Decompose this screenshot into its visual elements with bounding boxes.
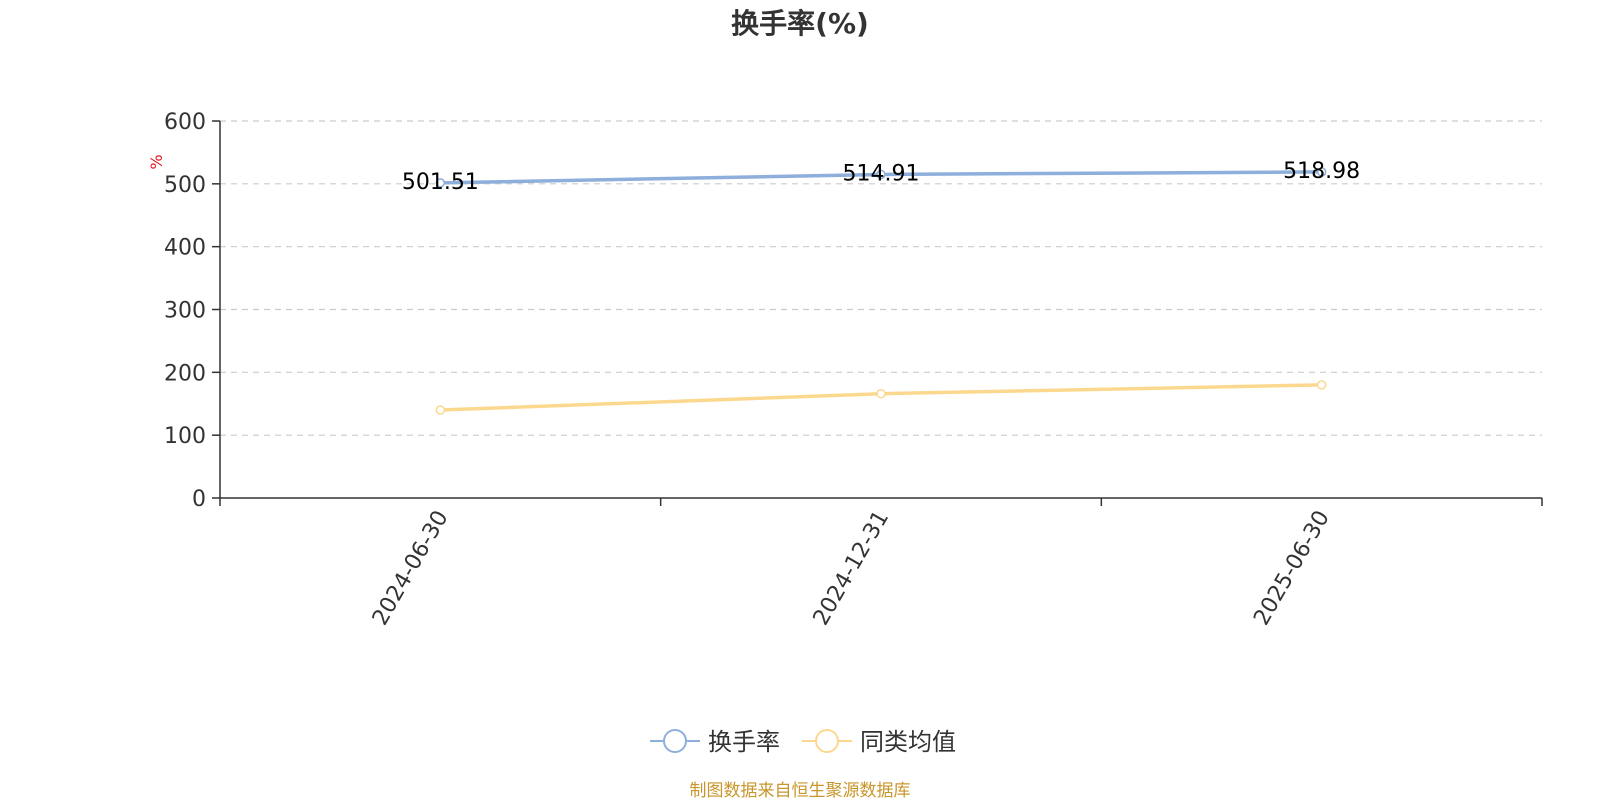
data-label: 501.51	[402, 170, 479, 195]
legend-label: 同类均值	[860, 728, 956, 756]
y-tick-label: 100	[164, 424, 206, 449]
y-tick-label: 600	[164, 110, 206, 135]
series-point	[435, 405, 446, 415]
chart-title: 换手率(%)	[731, 7, 869, 40]
series-point	[876, 388, 886, 399]
axis-layer: 0 100 200 300 400 500 600% 2024-06-30 2024-12-31…	[147, 110, 1543, 630]
legend-swatch-marker	[663, 729, 687, 753]
y-tick-label: 300	[164, 299, 206, 324]
legend-label: 换手率	[708, 728, 780, 756]
source-note: 制图数据来自恒生聚源数据库	[690, 781, 911, 800]
data-label: 514.91	[843, 161, 920, 186]
y-tick-label: 400	[164, 236, 206, 261]
legend-swatch-marker	[815, 729, 839, 753]
y-tick-label: 0	[192, 487, 206, 512]
x-tick-label: 2025-06-30	[1249, 507, 1335, 630]
series-point	[876, 169, 886, 180]
series-point	[435, 178, 446, 188]
y-tick-label: 200	[164, 361, 206, 386]
data-label: 518.98	[1283, 159, 1360, 184]
legend: 换手率 同类均值	[650, 728, 956, 756]
x-tick-label: 2024-12-31	[809, 507, 895, 630]
x-tick-label: 2024-06-30	[368, 507, 454, 630]
label-layer: 501.51 514.91 518.98	[402, 159, 1360, 195]
series-layer	[435, 167, 1327, 415]
y-axis-unit-label: %	[147, 154, 166, 169]
y-tick-label: 500	[164, 173, 206, 198]
series-point	[1316, 380, 1327, 390]
series-point	[1316, 167, 1327, 177]
